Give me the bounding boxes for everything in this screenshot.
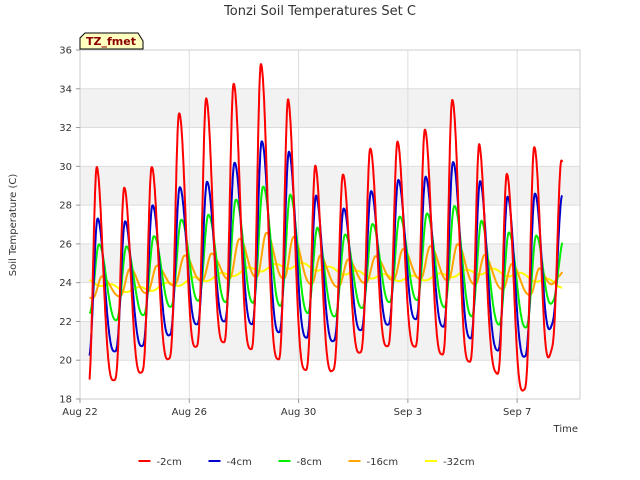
legend-label: -16cm	[367, 457, 399, 468]
x-tick-label: Aug 30	[281, 407, 316, 418]
legend-label: -32cm	[443, 457, 475, 468]
x-tick-label: Sep 3	[394, 407, 422, 418]
grid	[79, 49, 581, 400]
legend-label: -2cm	[157, 457, 182, 468]
y-axis-label: Soil Temperature (C)	[8, 174, 19, 277]
y-tick-label: 18	[59, 395, 72, 406]
series-lines	[88, 63, 564, 392]
series-line-m2cm	[88, 63, 564, 392]
grid-band	[80, 166, 580, 206]
legend-label: -4cm	[227, 457, 252, 468]
x-tick-label: Aug 22	[62, 407, 97, 418]
y-tick-label: 30	[59, 162, 72, 173]
legend: -2cm -4cm -8cm -16cm -32cm	[138, 457, 475, 468]
x-axis-label: Time	[553, 424, 578, 435]
station-badge: TZ_fmet	[79, 32, 144, 50]
y-tick-label: 24	[59, 278, 72, 289]
y-tick-label: 32	[59, 123, 72, 134]
badge-background	[79, 32, 144, 50]
y-tick-label: 22	[59, 317, 72, 328]
grid-band	[80, 321, 580, 361]
badge-label: TZ_fmet	[86, 35, 136, 48]
y-tick-label: 36	[59, 46, 72, 57]
y-tick-label: 34	[59, 84, 72, 95]
y-tick-label: 26	[59, 239, 72, 250]
y-tick-label: 20	[59, 356, 72, 367]
series-line-m8cm	[88, 185, 564, 329]
x-axis: Aug 22 Aug 26 Aug 30 Sep 3 Sep 7	[62, 399, 531, 418]
legend-label: -8cm	[297, 457, 322, 468]
y-axis: 18 20 22 24 26 28 30 32 34 36	[59, 46, 80, 406]
plot-background	[80, 50, 580, 399]
x-tick-label: Sep 7	[503, 407, 531, 418]
grid-band	[80, 88, 580, 128]
series-line-m16cm	[88, 231, 564, 300]
x-tick-label: Aug 26	[172, 407, 207, 418]
plot-frame	[79, 49, 581, 400]
chart-title: Tonzi Soil Temperatures Set C	[223, 4, 416, 19]
y-tick-label: 28	[59, 201, 72, 212]
